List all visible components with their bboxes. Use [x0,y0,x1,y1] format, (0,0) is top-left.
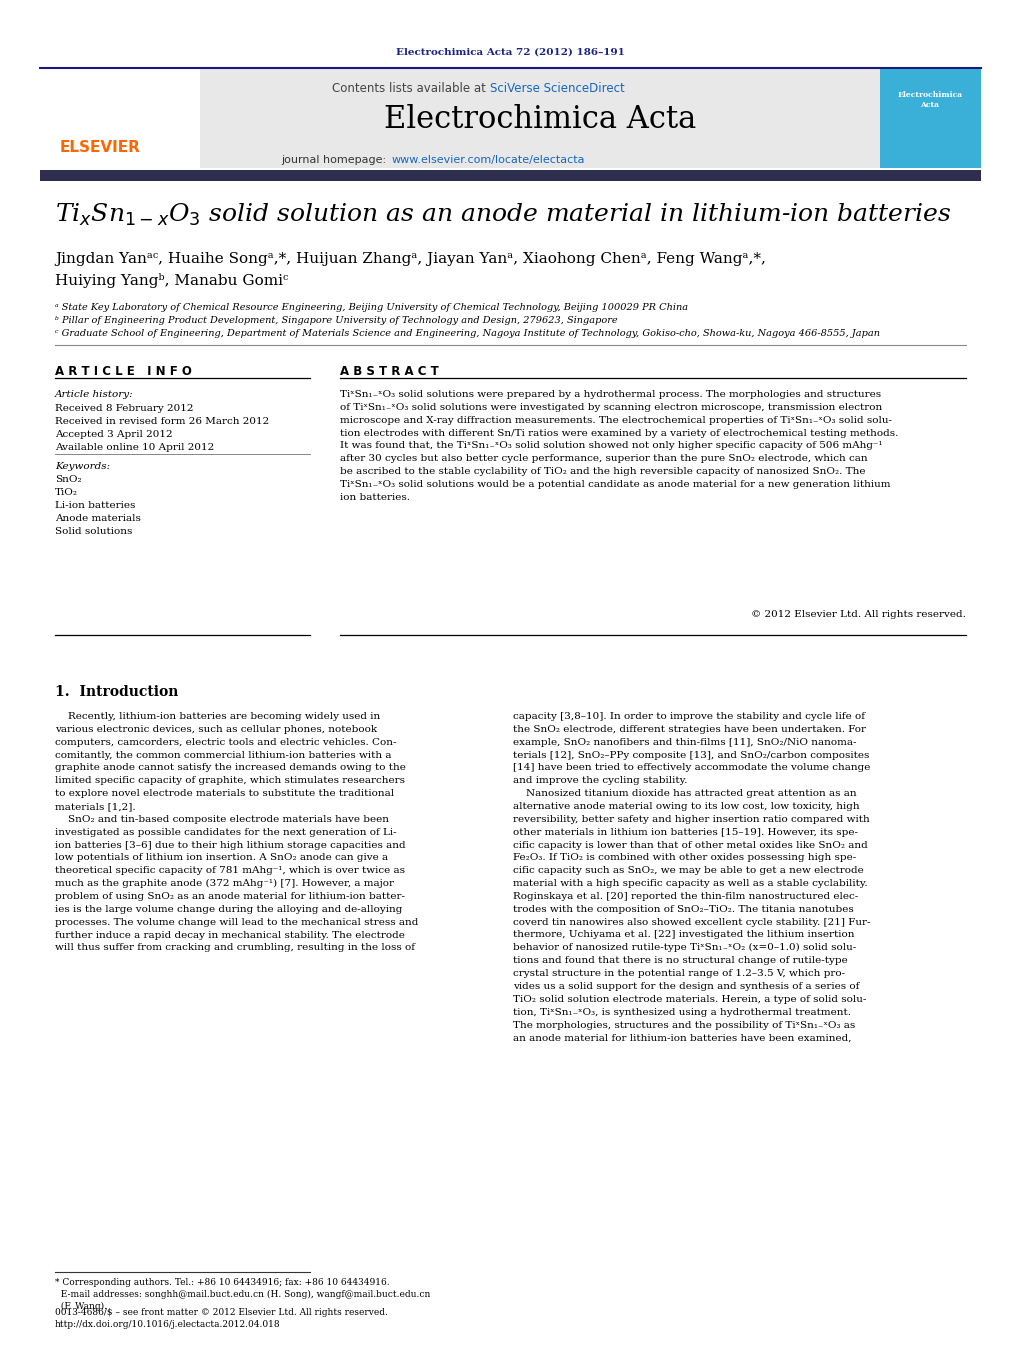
Text: Article history:: Article history: [55,390,134,399]
Text: ᵇ Pillar of Engineering Product Development, Singapore University of Technology : ᵇ Pillar of Engineering Product Developm… [55,316,618,326]
Text: Received 8 February 2012: Received 8 February 2012 [55,404,194,413]
Text: www.elsevier.com/locate/electacta: www.elsevier.com/locate/electacta [392,155,585,165]
Text: Available online 10 April 2012: Available online 10 April 2012 [55,443,214,453]
Text: Ti$_x$Sn$_{1-x}$O$_3$ solid solution as an anode material in lithium-ion batteri: Ti$_x$Sn$_{1-x}$O$_3$ solid solution as … [55,201,952,228]
Bar [880,68,981,168]
Text: SciVerse ScienceDirect: SciVerse ScienceDirect [490,81,625,95]
Text: Electrochimica Acta: Electrochimica Acta [384,104,696,135]
Text: journal homepage:: journal homepage: [282,155,390,165]
Text: ELSEVIER: ELSEVIER [59,141,141,155]
Text: Li-ion batteries: Li-ion batteries [55,501,136,509]
Text: Jingdan Yanᵃᶜ, Huaihe Songᵃ,*, Huijuan Zhangᵃ, Jiayan Yanᵃ, Xiaohong Chenᵃ, Feng: Jingdan Yanᵃᶜ, Huaihe Songᵃ,*, Huijuan Z… [55,253,766,288]
Text: 0013-4686/$ – see front matter © 2012 Elsevier Ltd. All rights reserved.
http://: 0013-4686/$ – see front matter © 2012 El… [55,1308,388,1329]
Text: 1.  Introduction: 1. Introduction [55,685,179,698]
Text: * Corresponding authors. Tel.: +86 10 64434916; fax: +86 10 64434916.
  E-mail a: * Corresponding authors. Tel.: +86 10 64… [55,1278,431,1310]
Bar [40,68,200,168]
Text: ᵃ State Key Laboratory of Chemical Resource Engineering, Beijing University of C: ᵃ State Key Laboratory of Chemical Resou… [55,303,688,312]
Text: SnO₂: SnO₂ [55,476,82,484]
Bar [200,68,880,168]
Text: © 2012 Elsevier Ltd. All rights reserved.: © 2012 Elsevier Ltd. All rights reserved… [751,611,966,619]
Text: Received in revised form 26 March 2012: Received in revised form 26 March 2012 [55,417,270,426]
Text: Recently, lithium-ion batteries are becoming widely used in
various electronic d: Recently, lithium-ion batteries are beco… [55,712,419,952]
Text: TiˣSn₁₋ˣO₃ solid solutions were prepared by a hydrothermal process. The morpholo: TiˣSn₁₋ˣO₃ solid solutions were prepared… [340,390,898,501]
Text: ᶜ Graduate School of Engineering, Department of Materials Science and Engineerin: ᶜ Graduate School of Engineering, Depart… [55,330,880,338]
Text: Electrochimica
Acta: Electrochimica Acta [897,91,963,109]
Text: A R T I C L E   I N F O: A R T I C L E I N F O [55,365,192,378]
Text: Keywords:: Keywords: [55,462,110,471]
Text: Solid solutions: Solid solutions [55,527,133,536]
Text: Accepted 3 April 2012: Accepted 3 April 2012 [55,430,173,439]
Bar [40,170,981,181]
Text: Electrochimica Acta 72 (2012) 186–191: Electrochimica Acta 72 (2012) 186–191 [395,47,625,57]
Text: Anode materials: Anode materials [55,513,141,523]
Text: A B S T R A C T: A B S T R A C T [340,365,439,378]
Text: TiO₂: TiO₂ [55,488,78,497]
Text: capacity [3,8–10]. In order to improve the stability and cycle life of
the SnO₂ : capacity [3,8–10]. In order to improve t… [513,712,871,1043]
Text: Contents lists available at: Contents lists available at [333,81,490,95]
